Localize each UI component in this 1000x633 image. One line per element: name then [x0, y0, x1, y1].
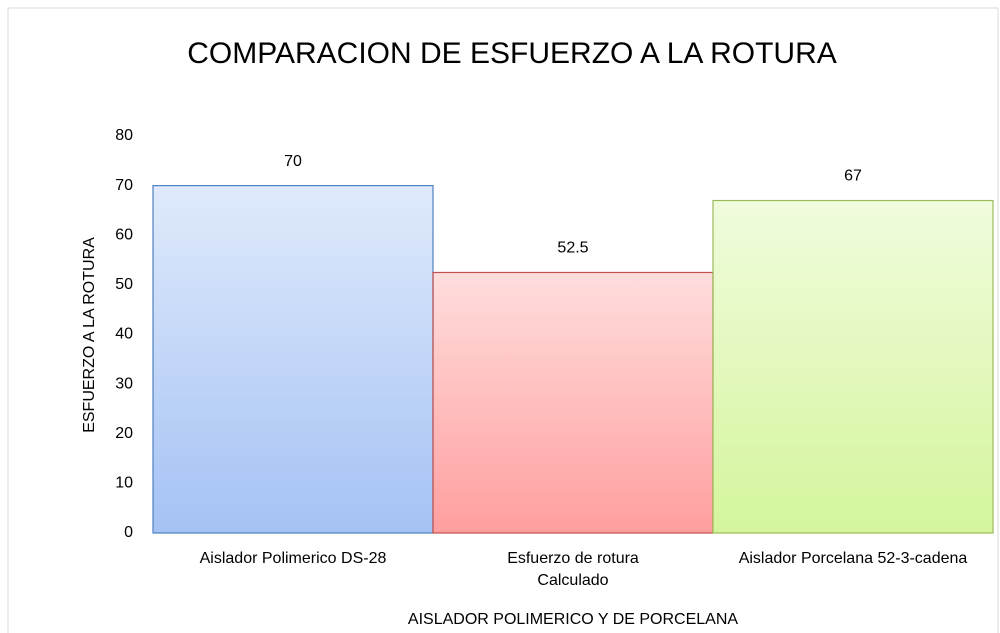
value-label: 67	[844, 168, 862, 185]
y-tick-label: 80	[115, 127, 133, 144]
bar	[432, 271, 714, 534]
value-label: 70	[284, 153, 302, 170]
y-tick-label: 0	[124, 524, 133, 541]
bar	[712, 199, 994, 534]
y-tick-label: 70	[115, 177, 133, 194]
y-tick-label: 10	[115, 475, 133, 492]
x-tick-label: Aislador Porcelana 52-3-cadena	[738, 550, 968, 567]
y-axis-label: ESFUERZO A LA ROTURA	[81, 237, 98, 433]
y-tick-label: 40	[115, 326, 133, 343]
y-tick-label: 30	[115, 375, 133, 392]
chart-border	[7, 7, 999, 633]
x-tick-label: Esfuerzo de rotura Calculado	[507, 550, 639, 589]
value-label: 52.5	[557, 240, 588, 257]
y-tick-label: 60	[115, 226, 133, 243]
chart-title: COMPARACION DE ESFUERZO A LA ROTURA	[187, 37, 837, 70]
y-tick-label: 50	[115, 276, 133, 293]
x-axis-label: AISLADOR POLIMERICO Y DE PORCELANA	[408, 611, 739, 628]
y-tick-label: 20	[115, 425, 133, 442]
bar	[152, 185, 434, 534]
x-tick-label: Aislador Polimerico DS-28	[199, 550, 387, 567]
